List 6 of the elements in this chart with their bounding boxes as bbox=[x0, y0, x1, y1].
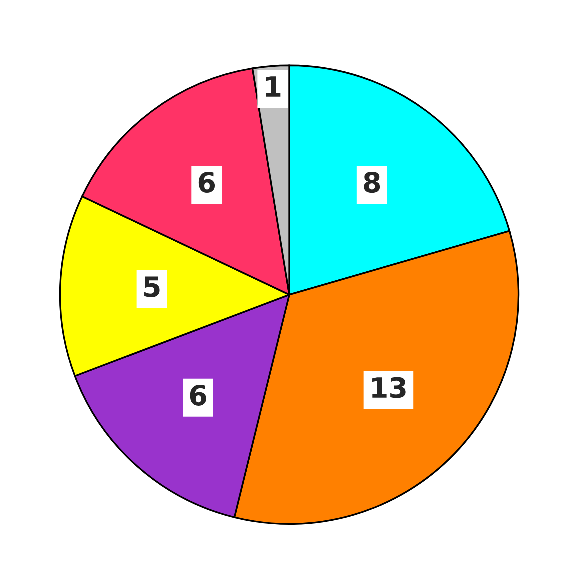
data-label: 6 bbox=[198, 172, 216, 193]
data-label: 1 bbox=[266, 76, 281, 97]
data-label: 8 bbox=[364, 172, 380, 193]
data-label: 6 bbox=[190, 384, 206, 406]
data-label: 13 bbox=[372, 377, 406, 398]
data-label: 5 bbox=[144, 276, 160, 298]
